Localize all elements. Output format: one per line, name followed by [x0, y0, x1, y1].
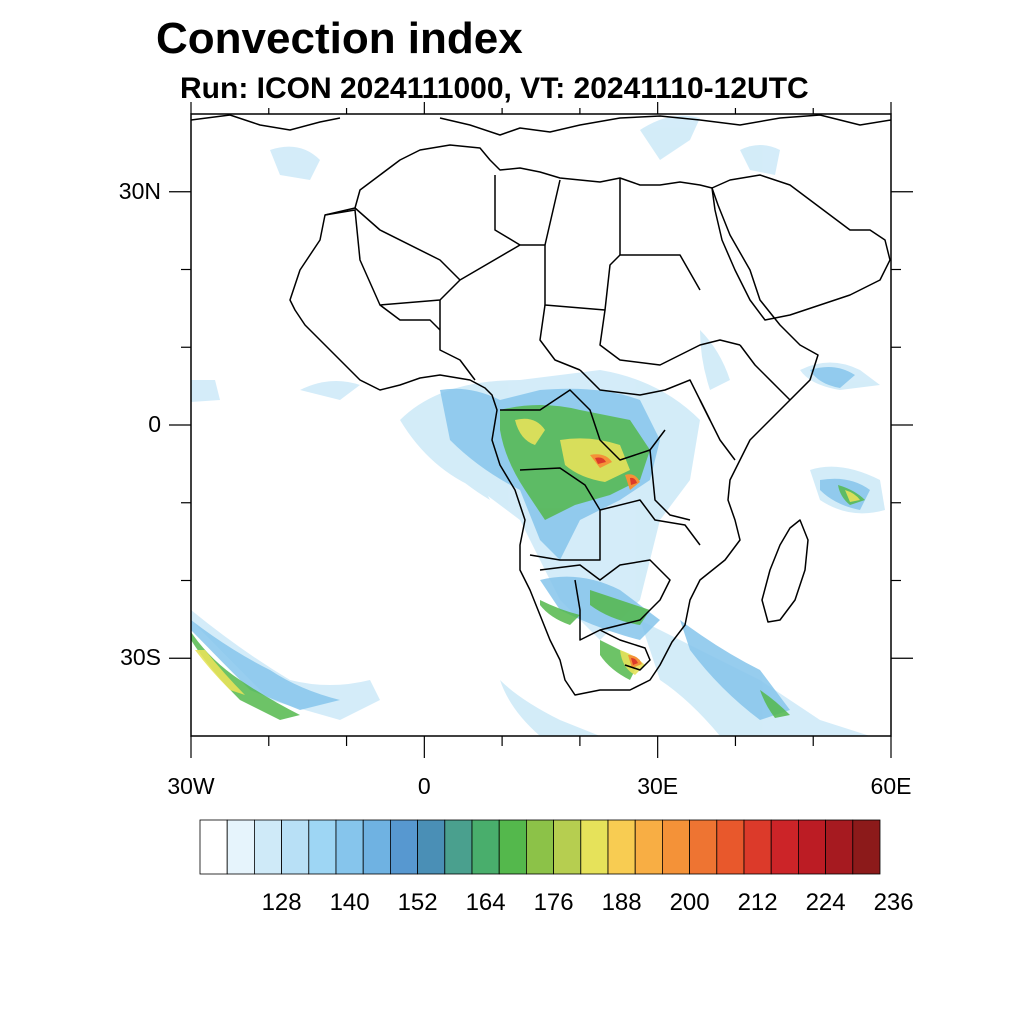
colorbar-swatch	[226, 819, 255, 875]
colorbar-swatch	[444, 819, 473, 875]
lat-label: 30S	[120, 644, 161, 671]
coastlines-borders	[191, 114, 891, 696]
lat-label: 0	[148, 411, 161, 437]
lon-label: 60E	[870, 773, 912, 799]
convection-field	[191, 115, 885, 736]
colorbar-swatch	[389, 819, 418, 875]
chart-subtitle: Run: ICON 2024111000, VT: 20241110-12UTC	[180, 72, 809, 105]
colorbar-swatch	[199, 819, 228, 875]
lon-label: 0	[417, 773, 431, 799]
colorbar-label: 164	[465, 889, 506, 916]
colorbar-swatch	[580, 819, 609, 875]
colorbar-swatch	[417, 819, 446, 875]
colorbar-label: 224	[805, 889, 846, 916]
colorbar-label: 152	[397, 889, 438, 916]
lon-label: 30W	[167, 773, 215, 799]
lon-label: 30E	[637, 773, 679, 799]
colorbar-label: 128	[261, 889, 302, 916]
colorbar-swatch	[335, 819, 364, 875]
colorbar-label: 176	[533, 889, 574, 916]
colorbar-label: 140	[329, 889, 370, 916]
colorbar-swatch	[716, 819, 745, 875]
colorbar-swatch	[607, 819, 636, 875]
colorbar-swatch	[281, 819, 310, 875]
axis-ticks	[169, 102, 913, 758]
colorbar-swatch	[634, 819, 663, 875]
colorbar-label: 212	[737, 889, 778, 916]
colorbar-swatch	[662, 819, 691, 875]
colorbar-swatch	[689, 819, 718, 875]
colorbar-swatch	[308, 819, 337, 875]
colorbar-swatch	[553, 819, 582, 875]
colorbar-swatch	[770, 819, 799, 875]
colorbar-swatch	[362, 819, 391, 875]
lat-label: 30N	[118, 177, 161, 204]
colorbar-label: 236	[873, 889, 914, 916]
colorbar-swatch	[498, 819, 527, 875]
colorbar-swatch	[743, 819, 772, 875]
colorbar-label: 188	[601, 889, 642, 916]
colorbar-swatch	[526, 819, 555, 875]
colorbar-swatch	[825, 819, 854, 875]
colorbar-label: 200	[669, 889, 710, 916]
colorbar-swatch	[471, 819, 500, 875]
colorbar-swatch	[852, 819, 881, 875]
colorbar-swatch	[798, 819, 827, 875]
chart-title: Convection index	[156, 14, 523, 63]
colorbar	[199, 819, 881, 875]
colorbar-swatch	[253, 819, 282, 875]
